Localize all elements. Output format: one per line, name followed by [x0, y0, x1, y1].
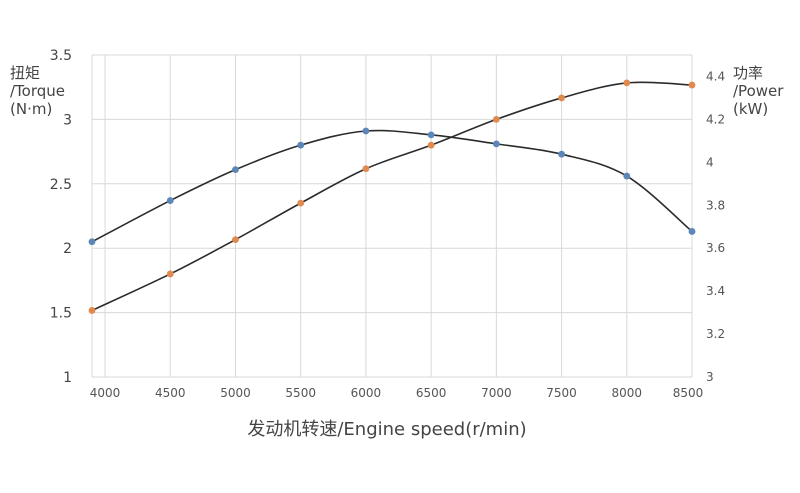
x-tick-label: 8000: [612, 386, 643, 400]
right-tick-label: 4: [706, 155, 714, 169]
torque-point: [427, 131, 435, 139]
x-axis-title: 发动机转速/Engine speed(r/min): [247, 419, 526, 440]
power-point: [688, 81, 696, 89]
right-axis-title-line: 功率: [733, 64, 763, 82]
left-axis-title-line: /Torque: [10, 82, 65, 100]
left-tick-label: 3.5: [50, 48, 72, 64]
left-axis-title-line: 扭矩: [10, 64, 40, 82]
torque-point: [558, 150, 565, 158]
x-tick-label: 5000: [220, 386, 251, 400]
torque-point: [623, 172, 631, 180]
left-axis-title-line: (N·m): [10, 100, 52, 118]
left-tick-label: 2: [63, 241, 72, 257]
torque-point: [297, 141, 305, 149]
torque-point: [232, 166, 239, 174]
x-tick-label: 4500: [155, 386, 186, 400]
left-tick-label: 2.5: [50, 177, 72, 193]
x-tick-label: 8500: [673, 386, 704, 400]
right-tick-label: 3.8: [706, 198, 725, 212]
power-point: [362, 165, 370, 173]
torque-curve: [91, 129, 693, 243]
torque-point: [362, 127, 370, 135]
right-tick-label: 4.4: [706, 69, 725, 83]
left-tick-label: 1.5: [50, 306, 72, 322]
grid: [91, 54, 693, 378]
power-point: [297, 199, 305, 207]
right-axis-title-line: (kW): [733, 100, 768, 118]
torque-point: [166, 197, 174, 204]
power-point: [88, 307, 96, 314]
x-tick-label: 6000: [351, 386, 382, 400]
power-point: [492, 116, 500, 123]
x-tick-label: 7500: [546, 386, 577, 400]
x-axis: 4000 4500 5000 5500 6000 6500 7000 7500 8000 8500: [90, 386, 704, 400]
power-point: [623, 79, 631, 87]
series: [88, 79, 696, 314]
torque-point: [688, 228, 696, 235]
right-axis-title-line: /Power: [733, 82, 784, 100]
power-point: [166, 270, 174, 278]
torque-point: [492, 140, 500, 148]
axis-titles: 扭矩/Torque(N·m) 功率/Power(kW) 发动机转速/Engine s…: [10, 64, 784, 440]
left-axis: 1 1.5 2 2.5 3 3.5: [50, 48, 72, 386]
x-tick-label: 5500: [285, 386, 316, 400]
right-tick-label: 4.2: [706, 112, 725, 126]
x-tick-label: 4000: [90, 386, 121, 400]
left-tick-label: 1: [63, 370, 72, 386]
right-axis: 3 3.2 3.4 3.6 3.8 4 4.2 4.4: [706, 69, 725, 384]
right-tick-label: 3.4: [706, 284, 725, 298]
right-tick-label: 3.6: [706, 241, 725, 255]
power-point: [427, 141, 435, 149]
right-tick-label: 3.2: [706, 327, 725, 341]
power-point: [558, 94, 565, 102]
power-point: [232, 236, 239, 244]
left-tick-label: 3: [63, 112, 72, 128]
x-tick-label: 6500: [416, 386, 447, 400]
power-curve: [91, 81, 693, 312]
x-tick-label: 7000: [481, 386, 512, 400]
torque-point: [88, 238, 96, 246]
right-tick-label: 3: [706, 370, 714, 384]
